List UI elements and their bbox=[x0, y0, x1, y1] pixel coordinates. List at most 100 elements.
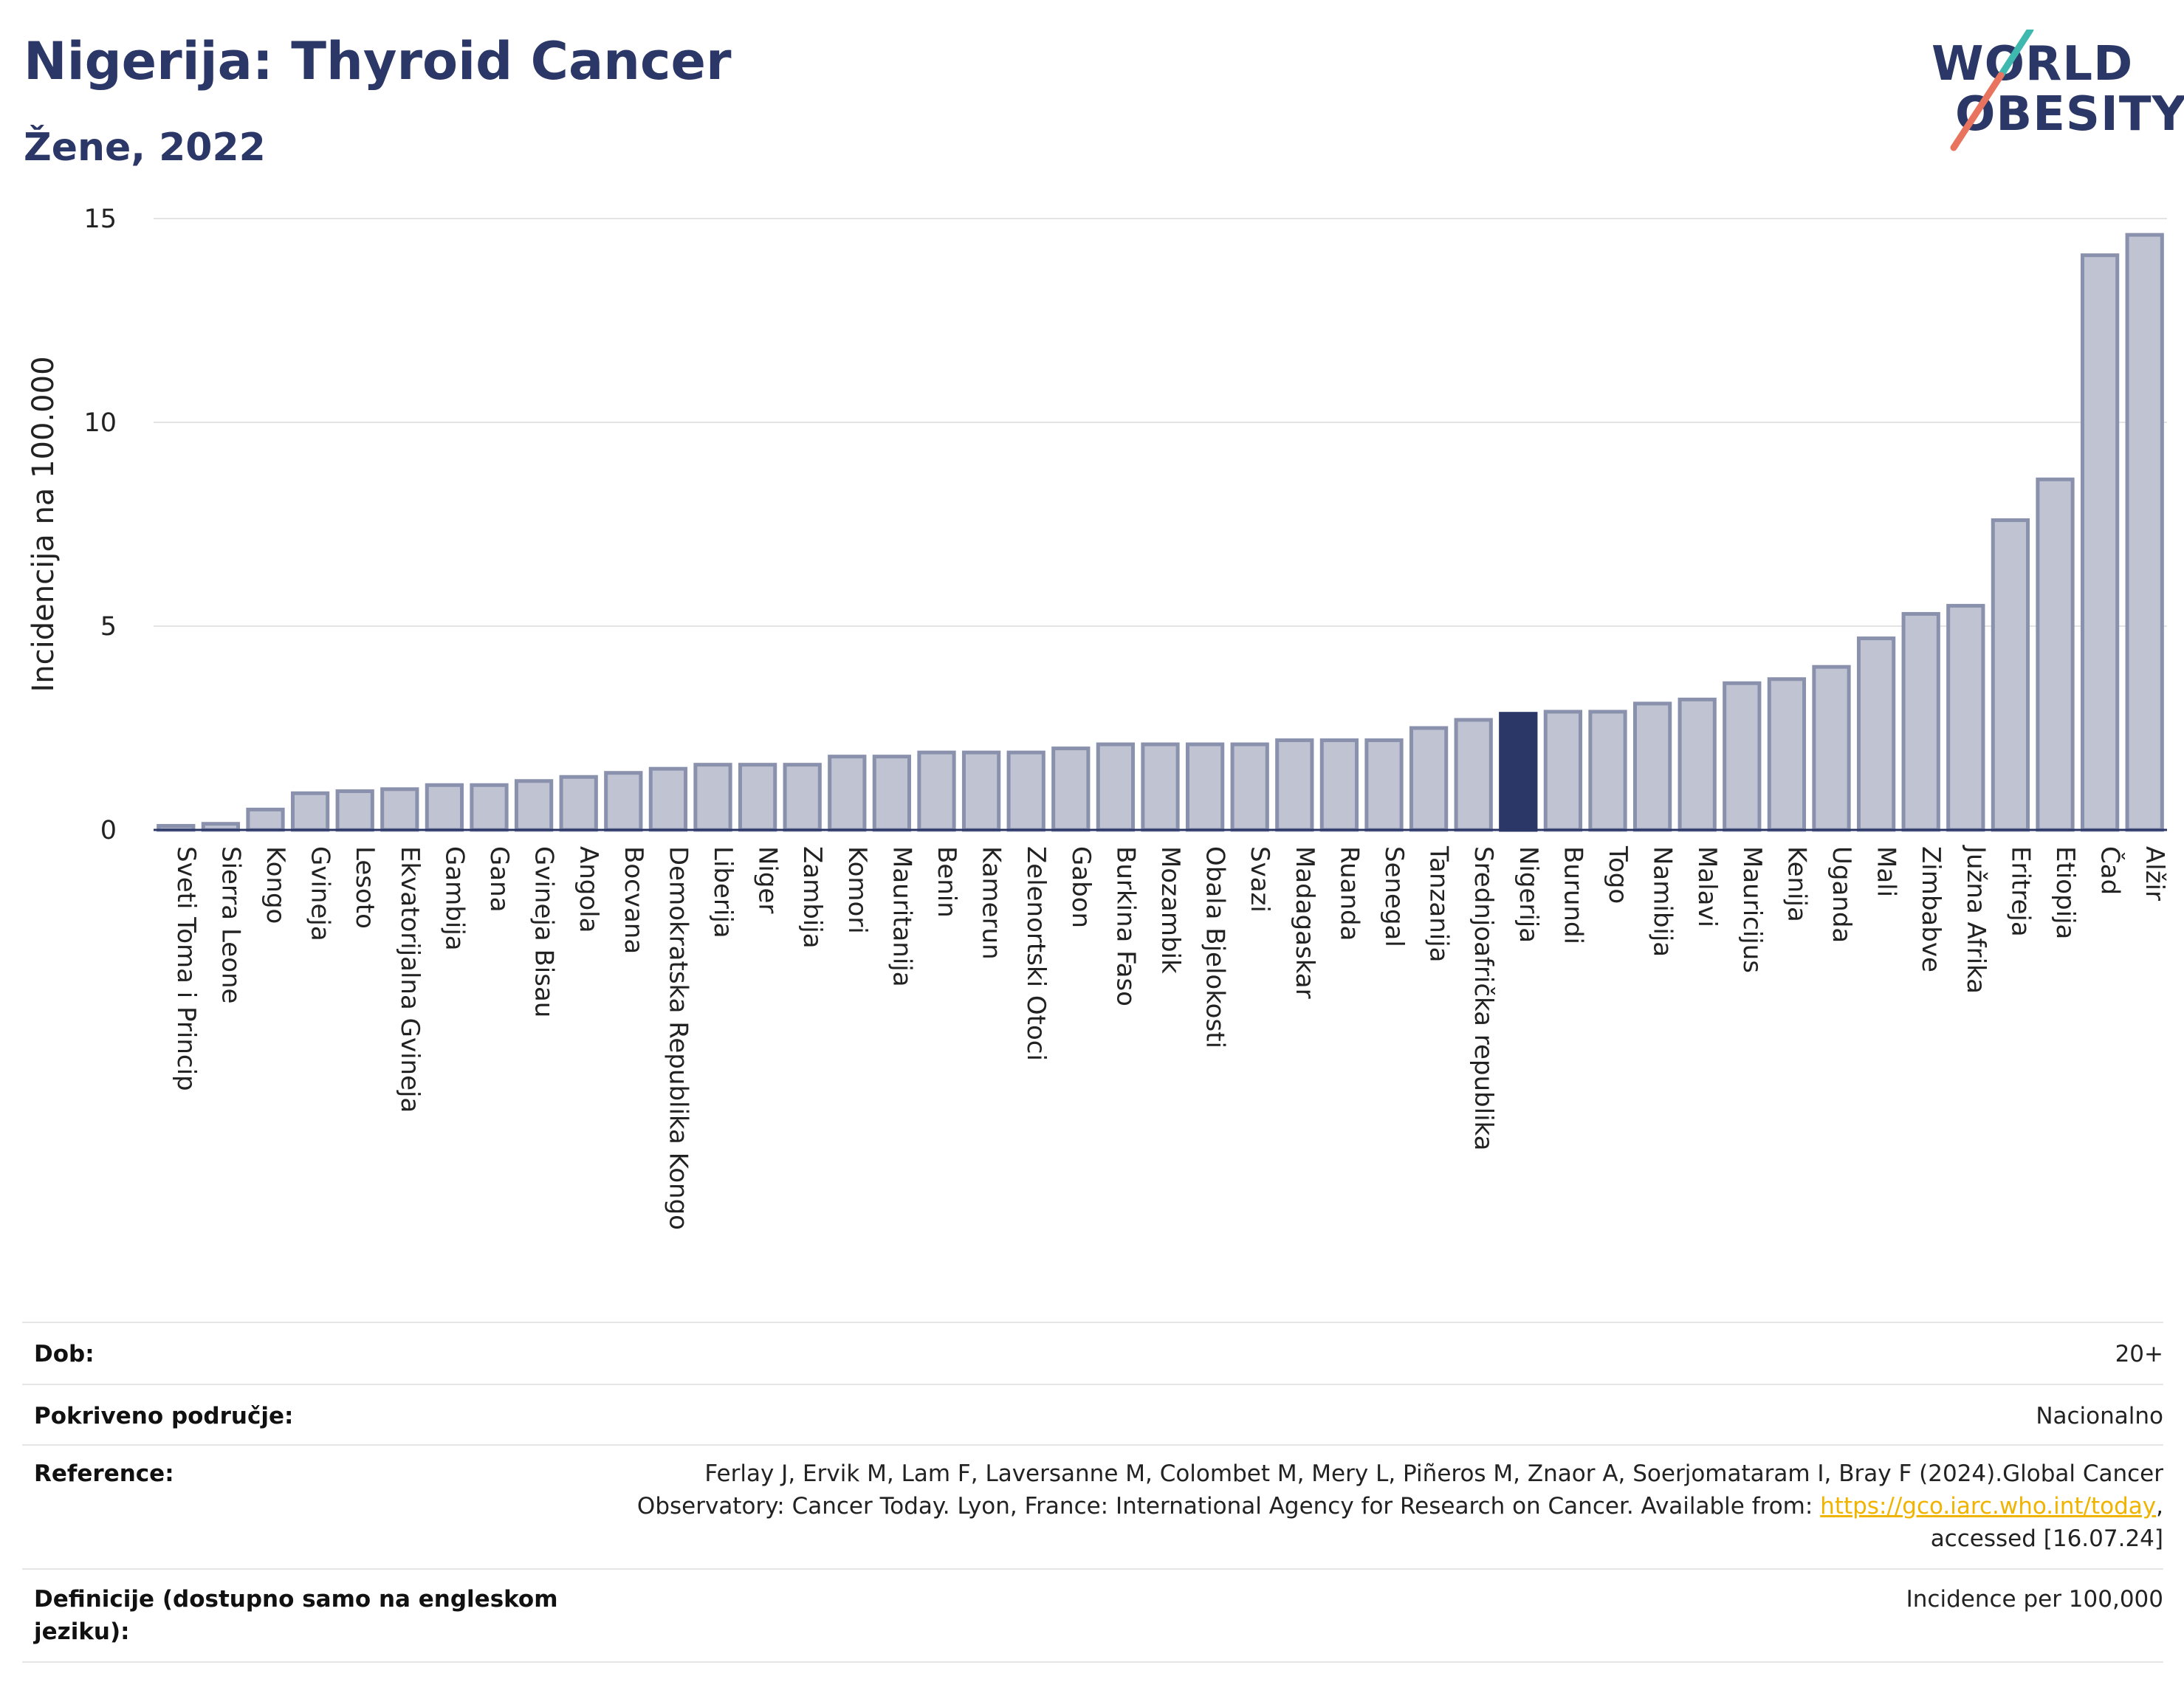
page-subtitle: Žene, 2022 bbox=[24, 126, 266, 170]
bar-namibija bbox=[1632, 701, 1672, 832]
bar-angola bbox=[559, 775, 598, 832]
bar-srednjoafri-ka-republika bbox=[1454, 718, 1493, 832]
reference-link[interactable]: https://gco.iarc.who.int/today bbox=[1820, 1493, 2157, 1520]
reference-line1: Ferlay J, Ervik M, Lam F, Laversanne M, … bbox=[704, 1460, 2163, 1487]
definitions-label: Definicije (dostupno samo na engleskom j… bbox=[34, 1586, 558, 1645]
bar-lesoto bbox=[335, 789, 374, 832]
grid-lines bbox=[154, 218, 2167, 627]
bar-gvineja bbox=[290, 791, 330, 832]
y-tick-label: 15 bbox=[83, 205, 117, 234]
bars bbox=[157, 233, 2164, 832]
x-tick-label: Gabon bbox=[1066, 846, 1096, 928]
category-labels: Sveti Toma i Princip Sierra Leone Kongo Gvi… bbox=[171, 845, 2169, 1230]
reference-label: Reference: bbox=[34, 1460, 174, 1487]
x-tick-label: Mali bbox=[1872, 846, 1901, 897]
bar-gabon bbox=[1051, 746, 1091, 832]
coverage-value: Nacionalno bbox=[2036, 1403, 2163, 1429]
y-tick-label: 10 bbox=[83, 408, 117, 438]
meta-row-reference: Reference: Ferlay J, Ervik M, Lam F, Lav… bbox=[22, 1444, 2163, 1570]
x-tick-label: Togo bbox=[1603, 845, 1632, 904]
x-tick-label: Burkina Faso bbox=[1110, 846, 1140, 1006]
bar-gvineja-bisau bbox=[514, 779, 554, 832]
definitions-value: Incidence per 100,000 bbox=[1906, 1586, 2163, 1613]
x-tick-label: Zimbabve bbox=[1916, 846, 1946, 972]
logo-slash-icon bbox=[1950, 30, 2034, 151]
world-obesity-logo: WORLD OBESITY bbox=[1927, 30, 2184, 162]
x-tick-label: Komori bbox=[842, 846, 872, 934]
coverage-label: Pokriveno područje: bbox=[34, 1403, 294, 1429]
x-tick-label: Bocvana bbox=[619, 846, 648, 954]
x-tick-label: Uganda bbox=[1827, 846, 1856, 943]
logo-line1: WORLD bbox=[1931, 37, 2134, 92]
x-tick-label: Angola bbox=[574, 846, 603, 933]
bar-benin bbox=[917, 750, 956, 832]
bar-etiopija bbox=[2036, 477, 2075, 832]
reference-line2: Observatory: Cancer Today. Lyon, France:… bbox=[613, 1490, 2163, 1522]
meta-row-age: Dob: 20+ bbox=[22, 1322, 2163, 1385]
x-tick-label: Eritreja bbox=[2005, 846, 2035, 937]
reference-line2-text: Observatory: Cancer Today. Lyon, France:… bbox=[636, 1493, 1821, 1520]
x-tick-label: Gana bbox=[484, 846, 514, 913]
x-tick-label: Burundi bbox=[1558, 846, 1587, 944]
x-tick-label: Južna Afrika bbox=[1961, 845, 1991, 994]
x-tick-label: Ekvatorijalna Gvineja bbox=[395, 846, 425, 1113]
bar-komori bbox=[828, 755, 867, 832]
x-tick-label: Senegal bbox=[1379, 846, 1409, 947]
reference-line3: accessed [16.07.24] bbox=[1930, 1525, 2163, 1552]
bar-ruanda bbox=[1319, 738, 1359, 832]
bar-kamerun bbox=[961, 750, 1001, 832]
bar-mauritanija bbox=[872, 755, 912, 832]
bar-senegal bbox=[1364, 738, 1404, 832]
bar-burkina-faso bbox=[1096, 742, 1136, 832]
x-tick-label: Sierra Leone bbox=[216, 846, 245, 1003]
y-tick-label: 0 bbox=[100, 816, 117, 845]
x-tick-label: Alžir bbox=[2140, 846, 2169, 901]
x-tick-label: Kenija bbox=[1782, 846, 1811, 922]
x-tick-label: Zelenortski Otoci bbox=[1021, 846, 1051, 1061]
bar-niger bbox=[738, 763, 777, 832]
x-tick-label: Gvineja Bisau bbox=[529, 846, 559, 1017]
x-tick-label: Mauritanija bbox=[887, 846, 916, 987]
age-value: 20+ bbox=[2115, 1341, 2163, 1367]
x-tick-label: Benin bbox=[932, 846, 961, 918]
x-tick-label: Čad bbox=[2095, 846, 2126, 895]
bar-bocvana bbox=[604, 771, 643, 832]
x-tick-label: Tanzanija bbox=[1424, 845, 1454, 962]
bar-ju-na-afrika bbox=[1946, 603, 1985, 832]
bar-eritreja bbox=[1991, 518, 2030, 832]
meta-row-definitions: Definicije (dostupno samo na engleskom j… bbox=[22, 1568, 2163, 1663]
bar-mauricijus bbox=[1723, 681, 1762, 832]
reference-line2-end: , bbox=[2156, 1493, 2163, 1520]
x-tick-label: Mauricijus bbox=[1737, 846, 1767, 973]
bar-mozambik bbox=[1141, 742, 1180, 832]
bar-malavi bbox=[1678, 697, 1717, 832]
x-tick-label: Malavi bbox=[1692, 846, 1722, 927]
meta-row-coverage: Pokriveno područje: Nacionalno bbox=[22, 1384, 2163, 1446]
x-tick-label: Ruanda bbox=[1334, 846, 1364, 941]
bar-burundi bbox=[1543, 710, 1583, 832]
bar-ekvatorijalna-gvineja bbox=[380, 787, 419, 832]
bar-zelenortski-otoci bbox=[1006, 750, 1045, 832]
bar-al-ir bbox=[2125, 233, 2164, 832]
bar-svazi bbox=[1230, 742, 1269, 832]
page-title: Nigerija: Thyroid Cancer bbox=[24, 31, 732, 92]
logo-line2: OBESITY bbox=[1955, 87, 2184, 142]
bar-togo bbox=[1588, 710, 1627, 832]
x-tick-label: Liberija bbox=[708, 846, 738, 938]
x-tick-label: Nigerija bbox=[1514, 846, 1543, 943]
bar-uganda bbox=[1812, 665, 1851, 832]
reference-value: Ferlay J, Ervik M, Lam F, Laversanne M, … bbox=[613, 1458, 2163, 1555]
x-tick-label: Gvineja bbox=[306, 846, 335, 941]
x-tick-label: Obala Bjelokosti bbox=[1201, 846, 1230, 1048]
x-tick-label: Demokratska Republika Kongo bbox=[663, 846, 693, 1230]
bar-obala-bjelokosti bbox=[1185, 742, 1225, 832]
bar-gambija bbox=[425, 783, 464, 832]
bar-liberija bbox=[693, 763, 732, 832]
y-axis-label: Incidencija na 100.000 bbox=[27, 356, 61, 692]
bar--ad bbox=[2080, 253, 2120, 832]
x-tick-label: Gambija bbox=[439, 846, 469, 951]
x-tick-label: Namibija bbox=[1648, 846, 1678, 957]
bar-madagaskar bbox=[1275, 738, 1314, 832]
x-tick-label: Madagaskar bbox=[1290, 846, 1319, 999]
bar-mali bbox=[1856, 636, 1896, 832]
